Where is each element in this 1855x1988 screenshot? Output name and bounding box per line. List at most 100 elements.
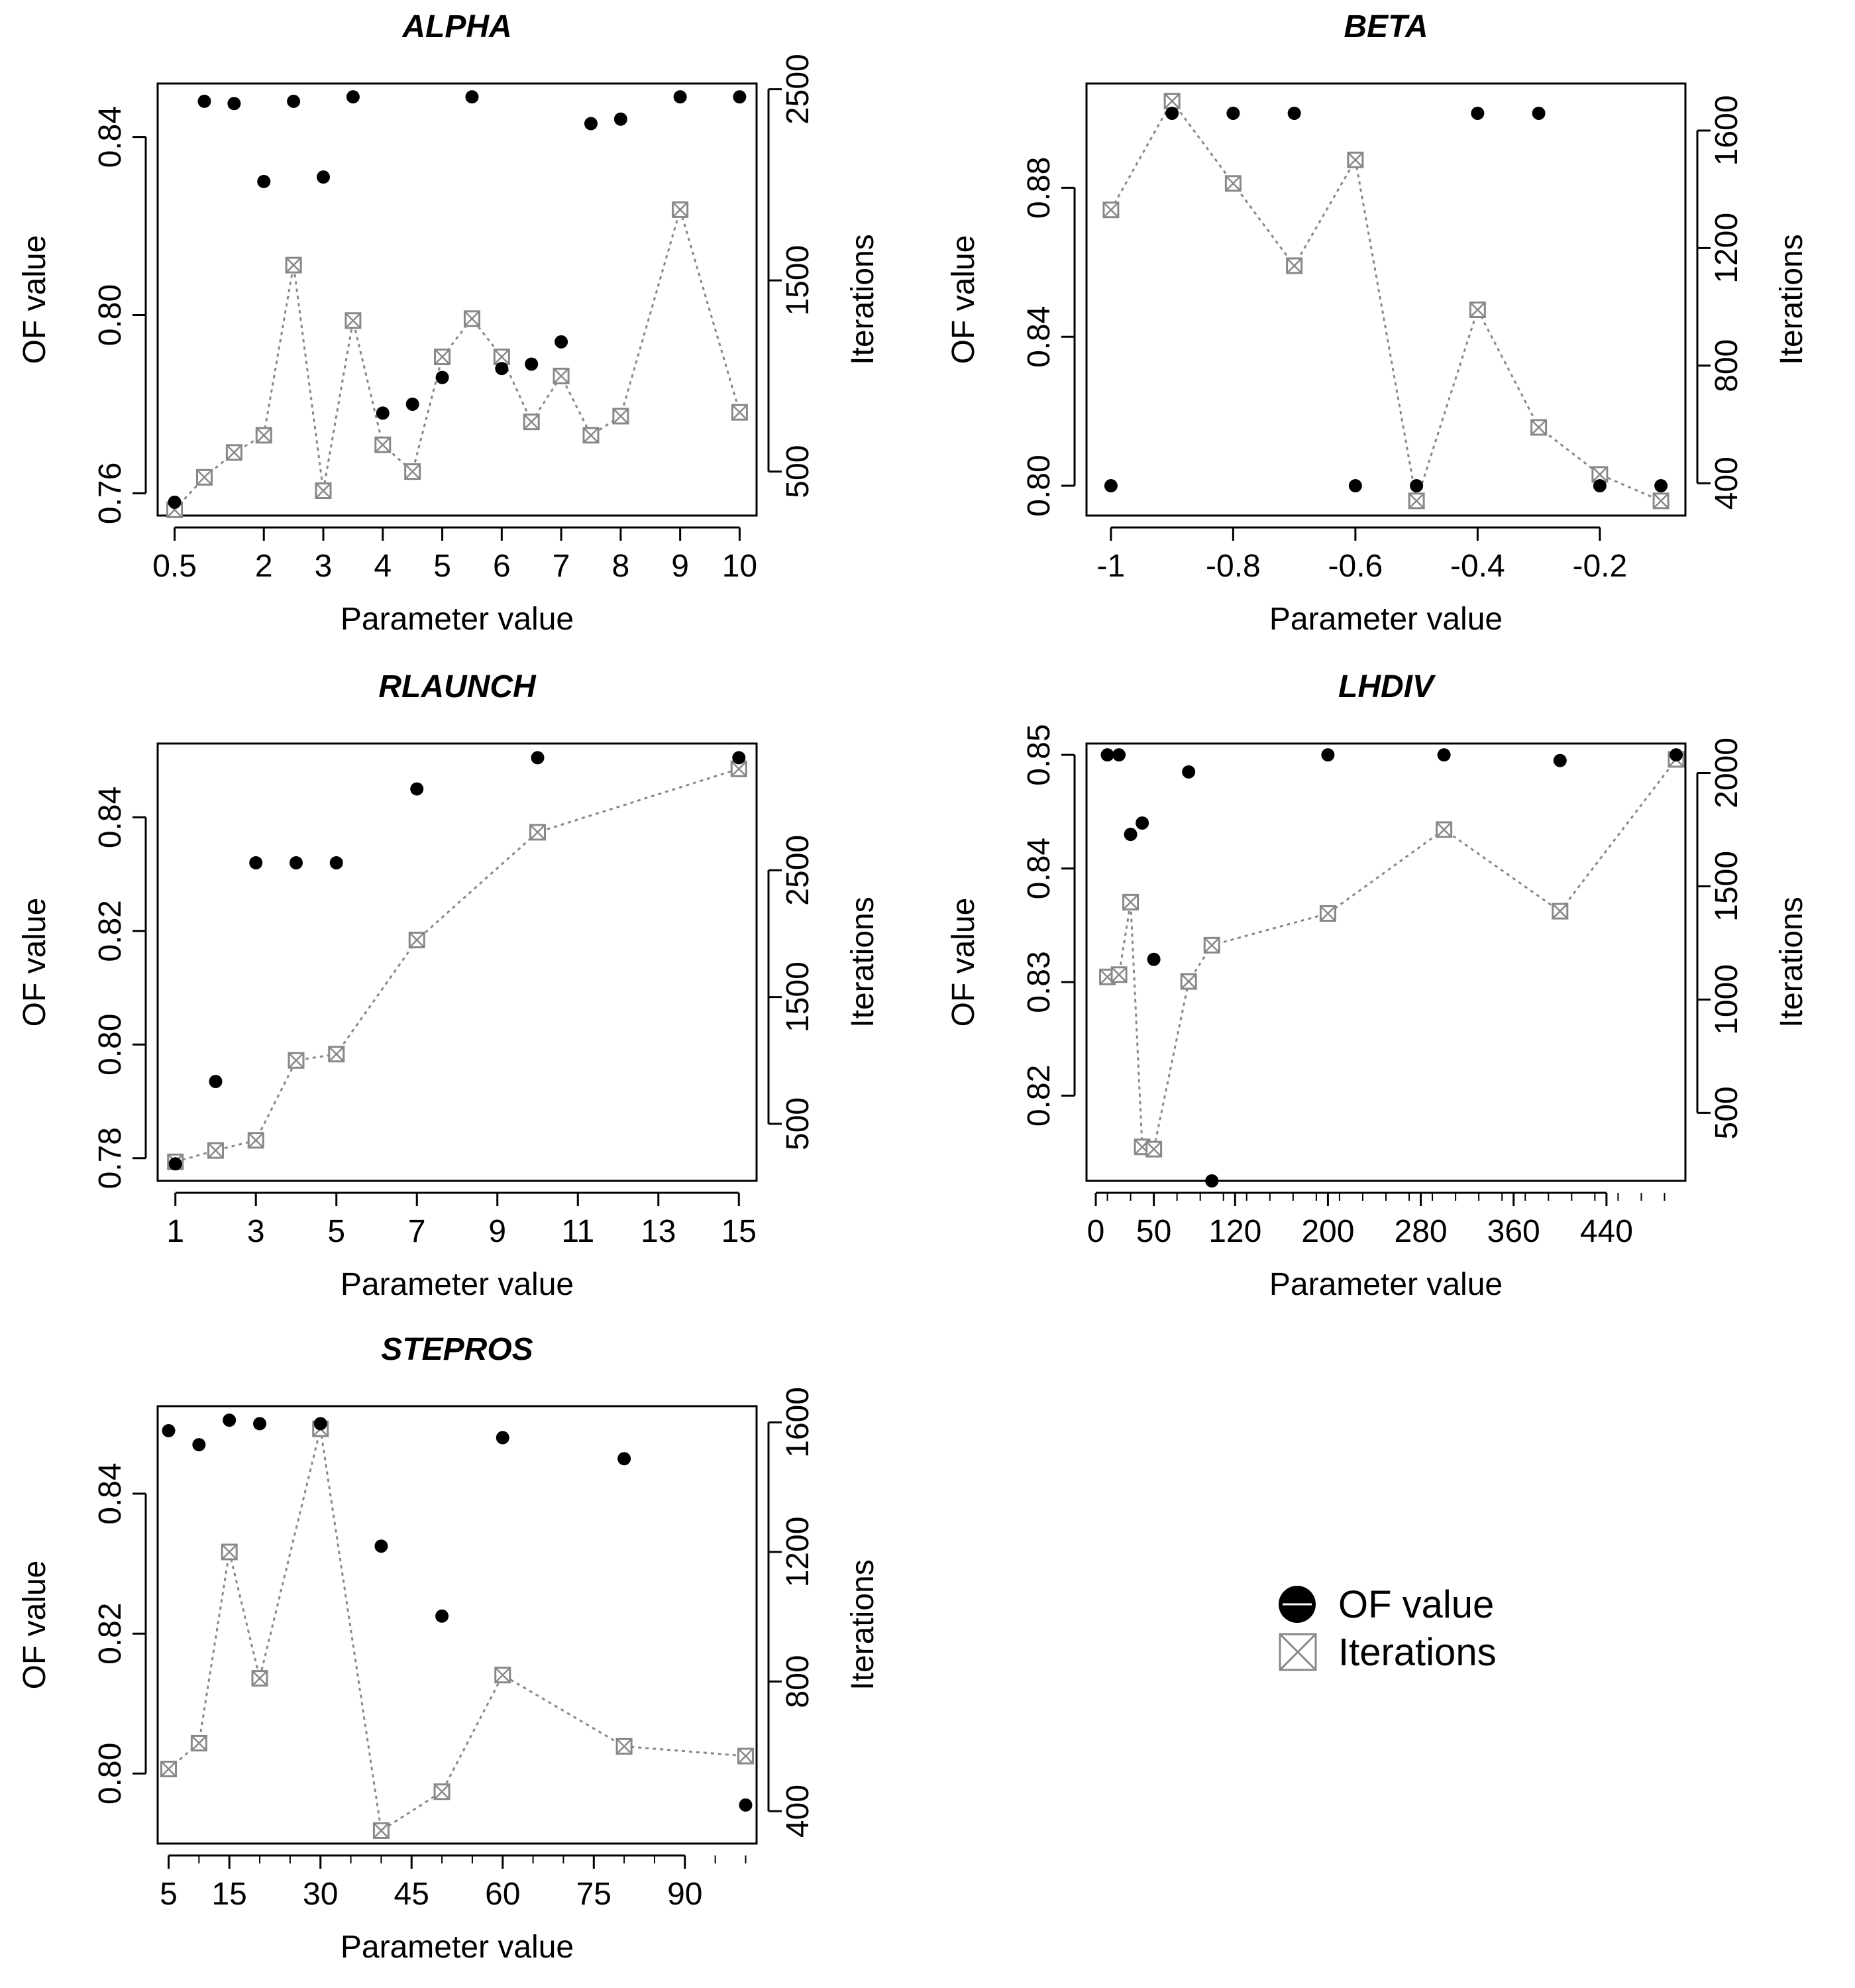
of-value-point (197, 94, 211, 108)
iterations-marker-diag (612, 408, 629, 424)
x-tick-label: 90 (667, 1877, 702, 1912)
y2-axis-label: Iterations (845, 234, 880, 364)
iterations-point (612, 408, 629, 425)
y-tick-label: 0.84 (1022, 838, 1057, 899)
iterations-point (404, 463, 421, 480)
legend-of-value-label: OF value (1338, 1583, 1494, 1626)
x-tick-label: -1 (1097, 549, 1126, 584)
iterations-point (225, 444, 242, 461)
y2-tick-label: 2000 (1709, 738, 1744, 808)
iterations-marker-diag (494, 349, 510, 365)
chart-lhdiv: LHDIV 0 50 120 200 280 360 440 Parameter value 0.… (946, 669, 1809, 1302)
of-value-point (410, 782, 424, 796)
iterations-point (285, 256, 302, 274)
iterations-line (168, 1428, 746, 1832)
of-value-point (673, 90, 687, 104)
iterations-marker-diag (196, 469, 213, 486)
iterations-marker-diag (616, 1738, 633, 1755)
y-tick-label: 0.84 (93, 1463, 128, 1524)
of-value-point (289, 856, 303, 869)
y2-tick-label: 2500 (780, 54, 816, 125)
x-tick-label: 440 (1580, 1214, 1633, 1249)
of-value-point (435, 370, 449, 384)
of-value-point (584, 117, 598, 131)
iterations-point (529, 824, 547, 841)
iterations-point (1319, 905, 1336, 922)
iterations-marker-diag (1204, 937, 1220, 954)
y2-tick-label: 1600 (1709, 95, 1744, 166)
iterations-marker-diag (1408, 492, 1425, 509)
iterations-marker-diag (1286, 258, 1302, 274)
x-tick-label: -0.6 (1328, 549, 1383, 584)
iterations-point (1530, 419, 1548, 436)
y2-tick-label: 1200 (780, 1517, 816, 1588)
iterations-point (195, 469, 213, 486)
x-tick-label: 7 (408, 1214, 426, 1249)
iterations-point (344, 312, 362, 329)
x-tick-label: 0 (1087, 1214, 1105, 1249)
y2-axis-label: Iterations (845, 897, 880, 1027)
of-value-point (346, 90, 360, 104)
x-tick-label: 4 (374, 549, 392, 584)
iterations-point (1203, 936, 1220, 954)
y-tick-label: 0.84 (93, 106, 128, 168)
of-value-point (496, 1431, 509, 1445)
of-value-point (1348, 479, 1362, 493)
iterations-point (433, 1783, 450, 1800)
iterations-point (1347, 151, 1364, 168)
iterations-marker-diag (1103, 201, 1119, 218)
y-axis-label: OF value (946, 235, 981, 364)
iterations-marker-diag (1552, 903, 1568, 919)
iterations-point (1102, 201, 1120, 219)
iterations-line (1107, 758, 1677, 1150)
of-value-point (555, 335, 568, 349)
of-value-point (1410, 479, 1424, 493)
of-value-point (1287, 106, 1301, 120)
x-tick-label: 120 (1208, 1214, 1261, 1249)
x-tick-label: 5 (433, 549, 451, 584)
x-tick-label: 15 (211, 1877, 246, 1912)
iterations-point (1652, 492, 1670, 510)
of-value-point (465, 90, 479, 104)
iterations-point (221, 1543, 238, 1561)
x-tick-label: 11 (561, 1214, 594, 1249)
y-tick-label: 0.84 (93, 787, 128, 848)
iterations-marker-diag (529, 824, 546, 840)
iterations-point (1408, 492, 1425, 510)
x-axis-label: Parameter value (341, 1267, 574, 1302)
of-value-point (1437, 748, 1451, 762)
chart-stepros: STEPROS 5 15 30 45 60 75 90 Parameter value 0.80 0… (17, 1332, 880, 1965)
y2-tick-label: 1500 (1709, 851, 1744, 922)
iterations-marker-diag (1164, 93, 1181, 109)
of-value-point (733, 90, 747, 104)
y2-tick-label: 1200 (1709, 213, 1744, 284)
of-value-point (227, 97, 241, 111)
of-value-point (1182, 765, 1196, 779)
x-tick-label: 6 (493, 549, 511, 584)
iterations-marker-diag (1122, 894, 1139, 911)
of-value-point (1226, 106, 1240, 120)
of-value-point (1100, 748, 1114, 762)
iterations-point (1591, 466, 1609, 483)
iterations-marker-diag (221, 1544, 238, 1560)
of-value-point (525, 357, 539, 371)
y2-axis-label: Iterations (1774, 234, 1809, 364)
iterations-marker-diag (1181, 973, 1197, 989)
chart-beta: BETA -1 -0.8 -0.6 -0.4 -0.2 Parameter value 0.8… (946, 9, 1809, 637)
iterations-point (408, 932, 425, 949)
iterations-marker-diag (553, 368, 569, 384)
of-value-point (168, 1157, 182, 1171)
x-axis-label: Parameter value (341, 602, 574, 637)
legend-iterations-icon (1279, 1633, 1317, 1671)
of-value-point (257, 174, 271, 188)
iterations-marker-diag (731, 404, 748, 421)
iterations-marker-diag (288, 1052, 304, 1069)
of-value-point (253, 1417, 267, 1431)
iterations-marker-diag (1591, 467, 1608, 482)
x-tick-label: 9 (488, 1214, 506, 1249)
x-tick-label: 15 (721, 1214, 757, 1249)
iterations-marker-diag (1436, 822, 1452, 838)
iterations-point (207, 1142, 224, 1159)
of-value-point (162, 1423, 176, 1437)
x-tick-label: 75 (576, 1877, 611, 1912)
